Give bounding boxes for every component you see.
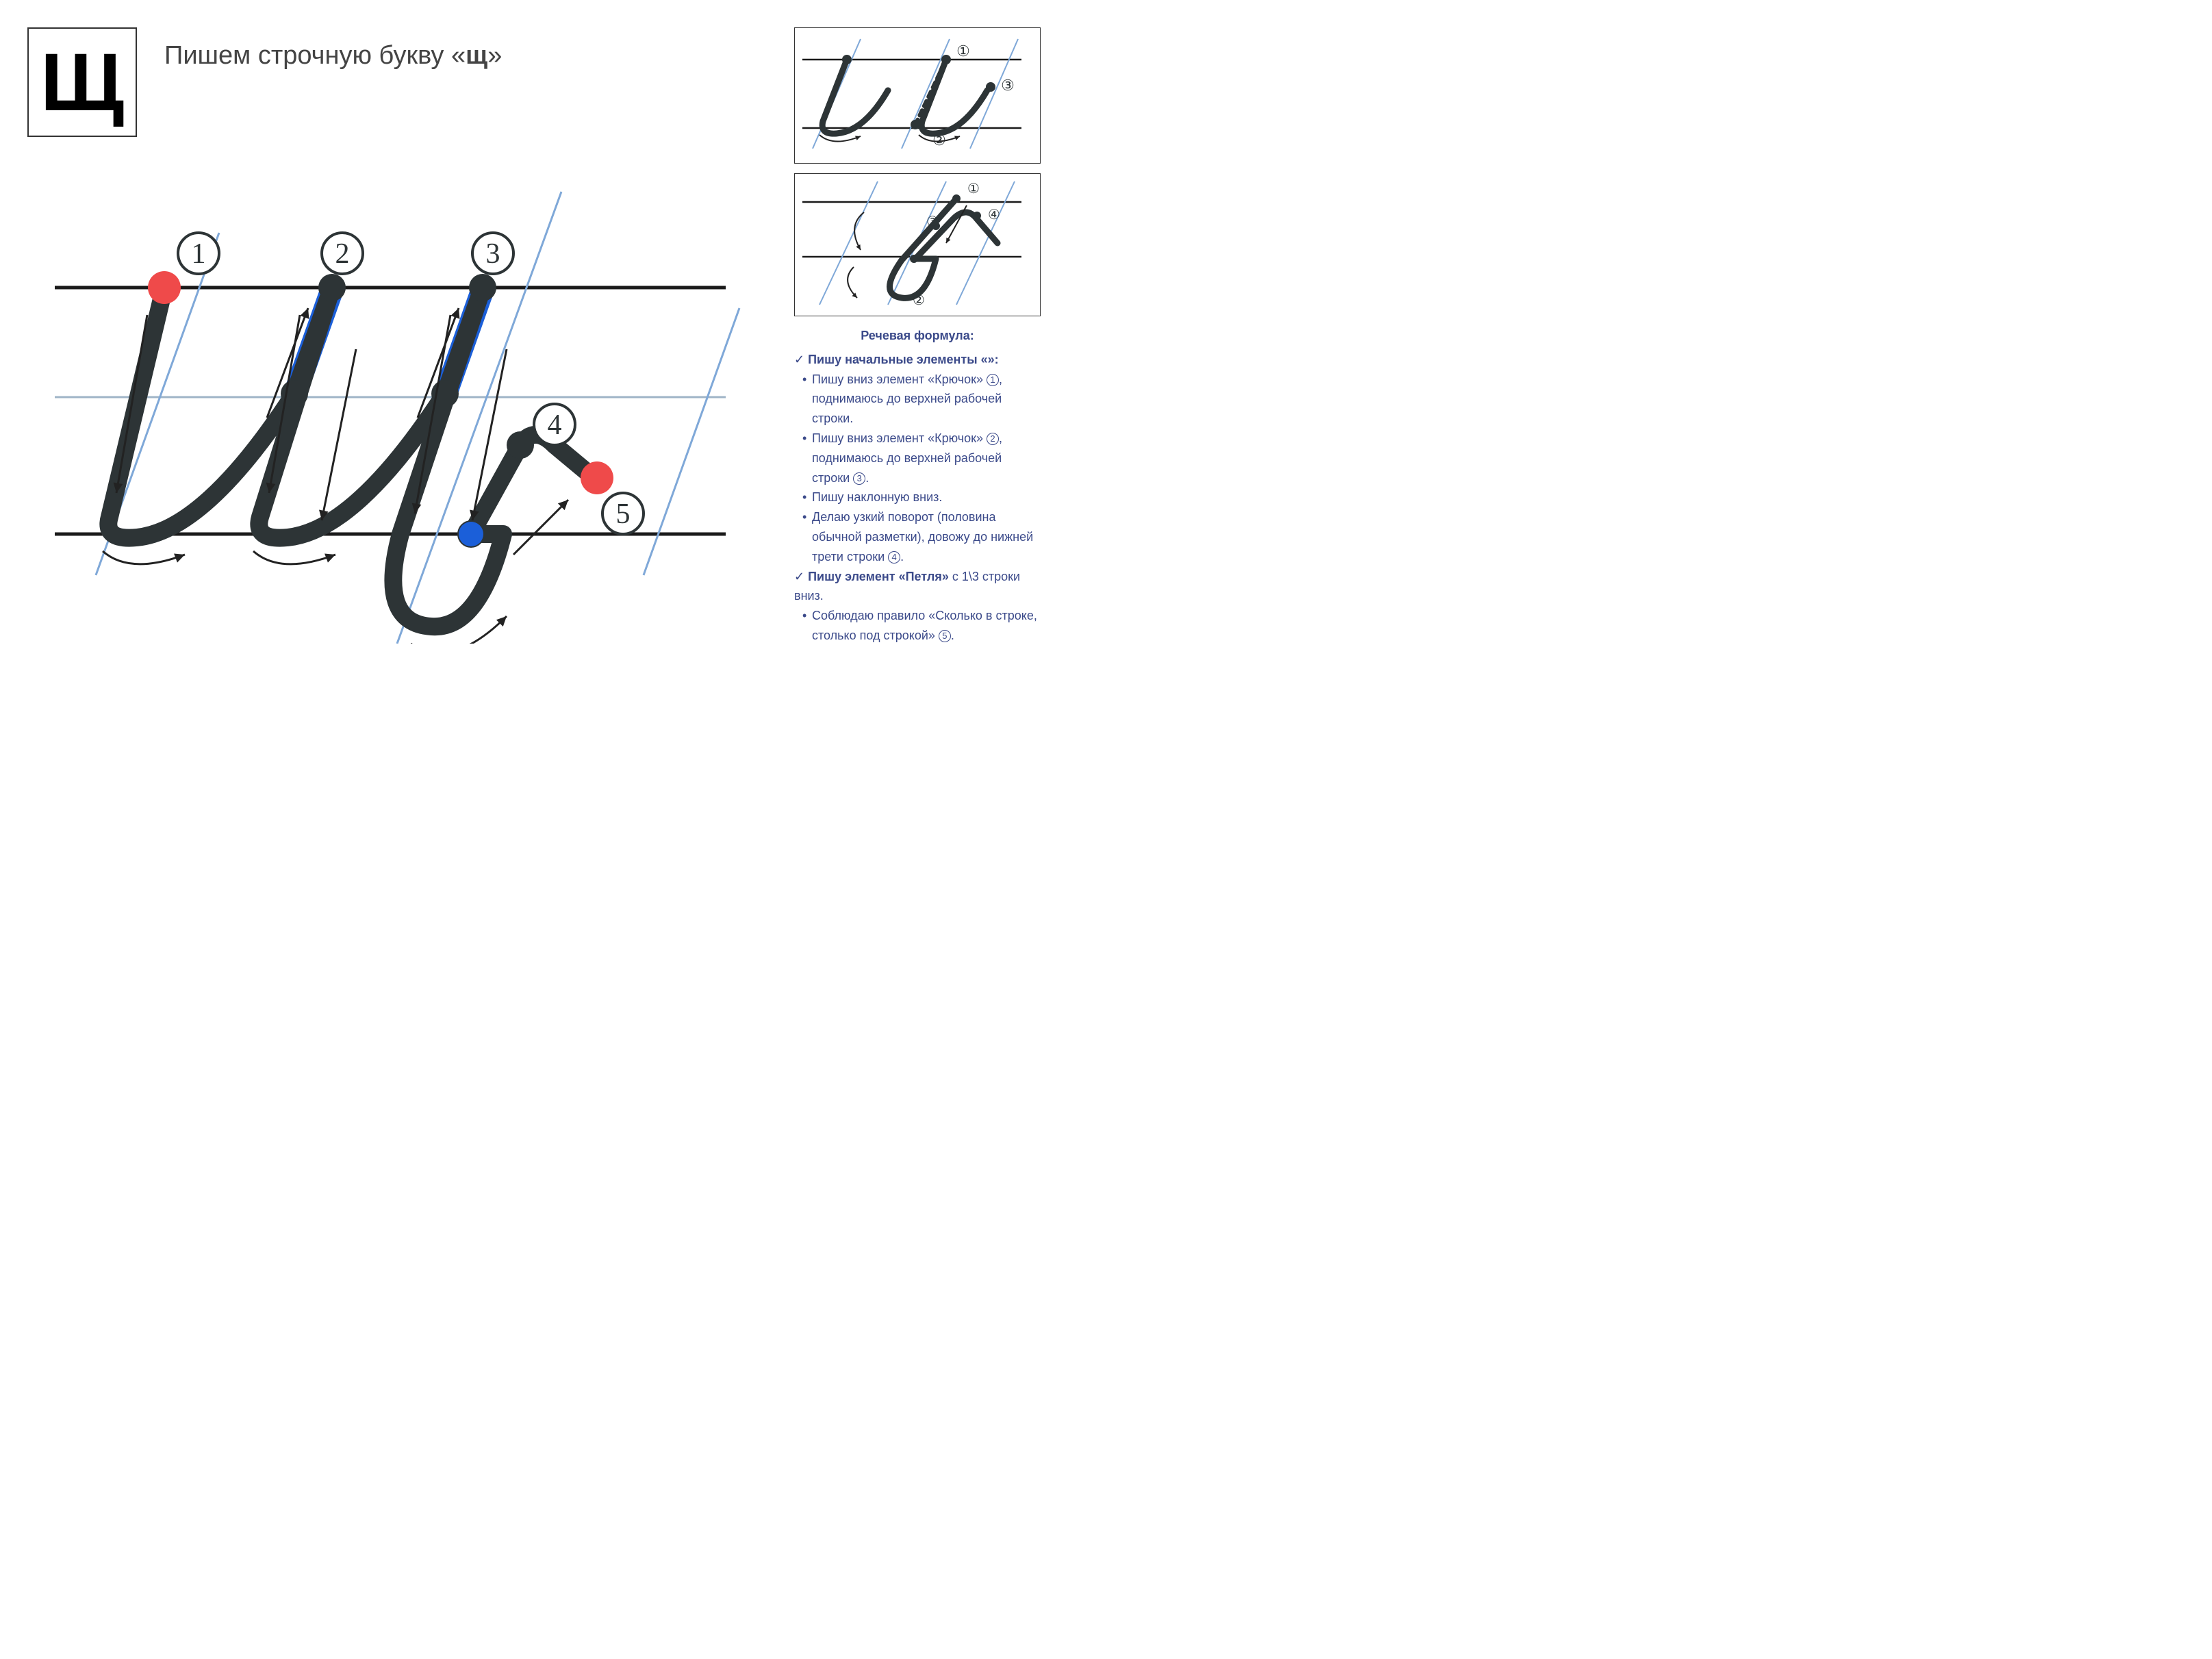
circ-5: 5 — [939, 630, 951, 642]
title-post: » — [487, 41, 502, 70]
formula-b2: Пишу вниз элемент «Крючок» 2, поднимаюсь… — [794, 429, 1041, 487]
circ-4: 4 — [888, 551, 900, 563]
svg-text:3: 3 — [486, 238, 500, 270]
svg-text:②: ② — [932, 131, 946, 149]
svg-text:①: ① — [956, 42, 970, 60]
speech-formula: Речевая формула: Пишу начальные элементы… — [794, 326, 1041, 646]
formula-b1: Пишу вниз элемент «Крючок» 1, поднимаюсь… — [794, 370, 1041, 429]
svg-text:②: ② — [913, 293, 925, 308]
page-title: Пишем строчную букву «щ» — [164, 41, 502, 71]
main-diagram: 1 2 3 4 5 — [27, 151, 780, 647]
circ-2: 2 — [987, 433, 999, 445]
svg-text:③: ③ — [1001, 77, 1015, 94]
title-bold: щ — [466, 41, 487, 70]
formula-line1: Пишу начальные элементы «»: — [794, 350, 1041, 370]
svg-text:④: ④ — [988, 207, 1000, 223]
svg-text:4: 4 — [548, 409, 562, 441]
circ-3: 3 — [853, 472, 865, 485]
print-letter: Щ — [40, 41, 124, 123]
svg-text:5: 5 — [616, 498, 631, 530]
title-pre: Пишем строчную букву « — [164, 41, 466, 70]
formula-line2: Пишу элемент «Петля» с 1\3 строки вниз. — [794, 567, 1041, 607]
print-letter-box: Щ — [27, 27, 137, 137]
svg-text:2: 2 — [335, 238, 350, 270]
svg-text:1: 1 — [192, 238, 206, 270]
formula-heading: Речевая формула: — [794, 326, 1041, 346]
circ-1: 1 — [987, 374, 999, 386]
formula-b3: Пишу наклонную вниз. — [794, 487, 1041, 507]
mini-diagram-2: ① ② ③ ④ — [794, 173, 1041, 316]
mini-diagram-1: ① ② ③ — [794, 27, 1041, 164]
svg-text:③: ③ — [926, 214, 939, 229]
formula-b5: Соблюдаю правило «Сколько в строке, стол… — [794, 606, 1041, 646]
formula-b4: Делаю узкий поворот (половина обычной ра… — [794, 507, 1041, 566]
svg-text:①: ① — [967, 181, 980, 197]
